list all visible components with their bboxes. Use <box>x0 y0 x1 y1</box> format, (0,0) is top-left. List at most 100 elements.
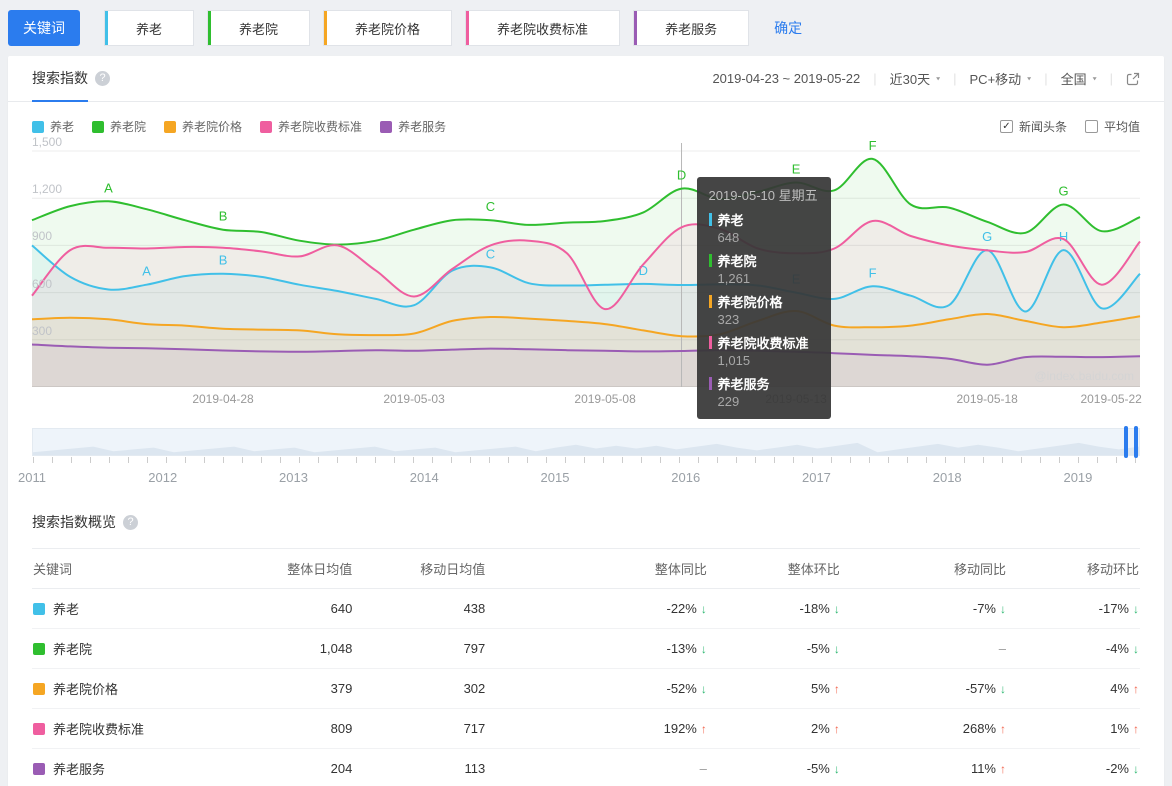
timeline-slider[interactable] <box>32 426 1140 463</box>
timeline-ticks <box>33 457 1139 463</box>
news-marker-F[interactable]: F <box>869 138 877 153</box>
tooltip-date: 2019-05-10 星期五 <box>708 188 818 203</box>
percent-value: -7% <box>972 601 996 616</box>
help-icon[interactable]: ? <box>123 514 138 530</box>
keyword-input-1[interactable]: 养老 <box>104 10 195 46</box>
search-index-panel: 搜索指数 ? 2019-04-23 ~ 2019-05-22 | 近30天 ▾ … <box>8 56 1164 786</box>
mobile-yoy-cell: -57% ↓ <box>840 668 1007 709</box>
legend-swatch <box>380 120 393 133</box>
arrow-down-icon: ↓ <box>833 762 840 776</box>
news-marker-F[interactable]: F <box>869 265 877 280</box>
keyword-color-bar <box>208 11 212 45</box>
news-marker-A[interactable]: A <box>142 264 151 279</box>
x-axis-label: 2019-05-08 <box>574 392 636 406</box>
keyword-name: 养老服务 <box>53 762 106 777</box>
legend-swatch <box>260 120 273 133</box>
mobile-yoy-cell: 268% ↑ <box>840 708 1007 749</box>
column-header: 移动环比 <box>1007 548 1140 589</box>
help-icon[interactable]: ? <box>95 71 110 86</box>
keyword-swatch <box>33 723 45 735</box>
chart-canvas[interactable]: ABCDEFGHABCDEFG 2019-05-10 星期五 养老648养老院1… <box>31 135 1141 419</box>
news-marker-B[interactable]: B <box>219 253 228 268</box>
news-marker-D[interactable]: D <box>639 263 648 278</box>
confirm-button[interactable]: 确定 <box>774 20 803 36</box>
range-dropdown-value: 近30天 <box>889 72 931 87</box>
news-marker-E[interactable]: E <box>792 161 801 176</box>
table-row: 养老服务 204 113– -5% ↓ 11% ↑ -2% ↓ <box>32 748 1140 786</box>
tooltip-series-label: 养老院 <box>717 254 757 269</box>
timeline-year-label: 2019 <box>1063 470 1093 485</box>
tooltip-series-value: 229 <box>717 394 740 409</box>
device-dropdown-value: PC+移动 <box>969 72 1022 87</box>
percent-value: -22% <box>666 601 697 616</box>
checkbox-box[interactable] <box>1084 120 1098 133</box>
news-marker-A[interactable]: A <box>104 180 113 195</box>
keyword-color-bar <box>324 11 328 45</box>
device-dropdown[interactable]: PC+移动 ▾ <box>970 69 1032 88</box>
keyword-input-5[interactable]: 养老服务 <box>633 10 750 46</box>
overview-table: 关键词 整体日均值 移动日均值 整体同比 整体环比 移动同比 移动环比 养老 640 438 -22… <box>32 548 1140 786</box>
news-marker-C[interactable]: C <box>486 246 495 261</box>
legend-label: 养老 <box>50 120 75 134</box>
checkbox-news-headlines[interactable]: ✓ 新闻头条 <box>999 118 1067 135</box>
keyword-cell: 养老院价格 <box>32 668 232 709</box>
mobile-yoy-cell: -7% ↓ <box>840 588 1007 629</box>
percent-value: 4% <box>1110 681 1129 696</box>
keyword-name: 养老院 <box>53 642 93 657</box>
legend-item[interactable]: 养老院收费标准 <box>260 118 362 135</box>
external-link-icon <box>1126 72 1140 85</box>
mobile-mom-cell: -2% ↓ <box>1007 748 1140 786</box>
slider-handle-left[interactable] <box>1124 426 1128 458</box>
news-marker-B[interactable]: B <box>219 209 228 224</box>
news-marker-C[interactable]: C <box>486 199 495 214</box>
news-marker-G[interactable]: G <box>1059 183 1069 198</box>
overall-yoy-cell: -13% ↓ <box>486 628 708 669</box>
overall-mom-cell: -5% ↓ <box>707 628 841 669</box>
legend-item[interactable]: 养老院 <box>92 118 146 135</box>
timeline-year-label: 2011 <box>18 470 46 485</box>
overall-mom-cell: 5% ↑ <box>707 668 841 709</box>
overall-avg-cell: 204 <box>231 748 354 786</box>
region-dropdown[interactable]: 全国 ▾ <box>1061 69 1097 88</box>
keyword-input-2[interactable]: 养老院 <box>207 10 311 46</box>
arrow-up-icon: ↑ <box>833 682 840 696</box>
column-header: 整体同比 <box>486 548 708 589</box>
external-link-button[interactable] <box>1126 72 1140 86</box>
tab-search-index[interactable]: 搜索指数 <box>32 56 88 102</box>
legend-item[interactable]: 养老院价格 <box>164 118 242 135</box>
legend-item[interactable]: 养老服务 <box>380 118 446 135</box>
date-range-display[interactable]: 2019-04-23 ~ 2019-05-22 <box>712 71 861 86</box>
keyword-swatch <box>33 643 45 655</box>
percent-value: 11% <box>970 761 996 776</box>
keyword-swatch <box>33 603 45 615</box>
news-marker-H[interactable]: H <box>1059 229 1068 244</box>
percent-value: -18% <box>799 601 830 616</box>
news-marker-D[interactable]: D <box>677 168 686 183</box>
panel-header: 搜索指数 ? 2019-04-23 ~ 2019-05-22 | 近30天 ▾ … <box>8 56 1164 102</box>
mobile-mom-cell: 4% ↑ <box>1007 668 1140 709</box>
news-marker-G[interactable]: G <box>982 229 992 244</box>
legend-item[interactable]: 养老 <box>32 118 74 135</box>
keyword-label: 养老服务 <box>665 21 718 37</box>
keyword-color-bar <box>466 11 470 45</box>
keyword-input-3[interactable]: 养老院价格 <box>323 10 453 46</box>
keyword-button[interactable]: 关键词 <box>8 10 80 46</box>
keyword-input-4[interactable]: 养老院收费标准 <box>465 10 621 46</box>
column-header: 整体日均值 <box>231 548 354 589</box>
arrow-down-icon: ↓ <box>700 642 707 656</box>
checkbox-box[interactable]: ✓ <box>999 120 1013 133</box>
overall-yoy-cell: – <box>486 748 708 786</box>
column-header: 整体环比 <box>707 548 841 589</box>
checkbox-average[interactable]: 平均值 <box>1084 118 1140 135</box>
range-dropdown[interactable]: 近30天 ▾ <box>890 69 940 88</box>
percent-value: 1% <box>1110 721 1129 736</box>
percent-value: 268% <box>962 721 996 736</box>
percent-value: 2% <box>811 721 830 736</box>
timeline-year-label: 2012 <box>148 470 178 485</box>
tooltip-series-name: 养老 <box>708 210 819 229</box>
overall-avg-cell: 379 <box>231 668 354 709</box>
y-axis-label: 300 <box>32 323 53 338</box>
percent-value: -57% <box>965 681 996 696</box>
slider-handle-right[interactable] <box>1134 426 1138 458</box>
